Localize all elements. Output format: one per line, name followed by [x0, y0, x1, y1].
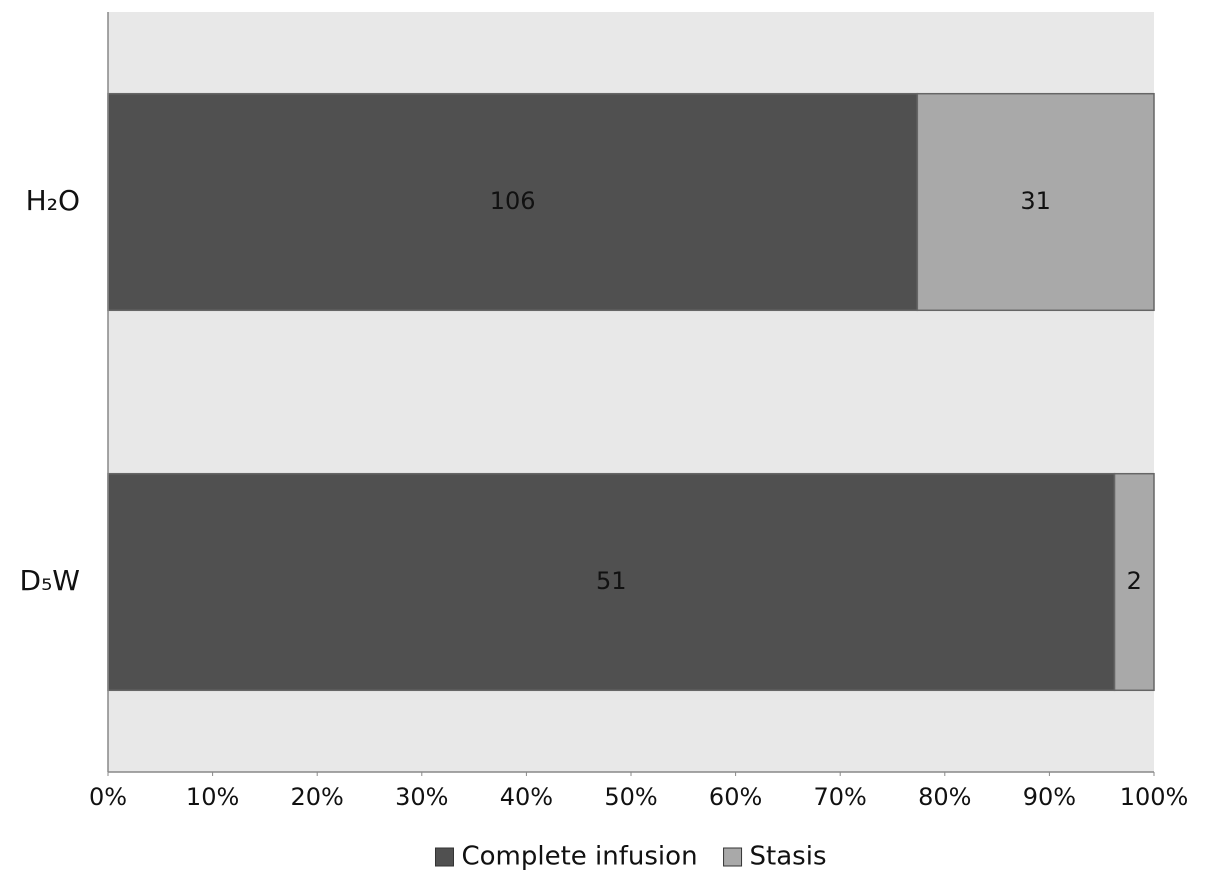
legend-swatch: [723, 847, 743, 867]
x-tick-label: 20%: [291, 783, 344, 811]
x-tick-label: 100%: [1120, 783, 1189, 811]
y-tick-label: H₂O: [26, 184, 80, 217]
x-tick-label: 50%: [604, 783, 657, 811]
x-tick-label: 90%: [1023, 783, 1076, 811]
bar-segment: [107, 472, 1116, 692]
x-tick-label: 30%: [395, 783, 448, 811]
x-tick-label: 40%: [500, 783, 553, 811]
data-label: 51: [596, 567, 627, 595]
data-label: 31: [1020, 187, 1051, 215]
legend-label: Stasis: [750, 842, 827, 872]
x-tick-label: 10%: [186, 783, 239, 811]
x-tick-label: 70%: [814, 783, 867, 811]
legend-label: Complete infusion: [461, 842, 697, 872]
data-label: 2: [1127, 567, 1142, 595]
bar-segment: [107, 92, 919, 312]
x-tick-label: 80%: [918, 783, 971, 811]
bar-segment: [916, 92, 1155, 312]
x-tick-label: 0%: [89, 783, 127, 811]
y-tick-label: D₅W: [20, 564, 80, 597]
data-label: 106: [490, 187, 536, 215]
x-tick-label: 60%: [709, 783, 762, 811]
legend-swatch: [434, 847, 454, 867]
bar-segment: [1113, 472, 1155, 692]
